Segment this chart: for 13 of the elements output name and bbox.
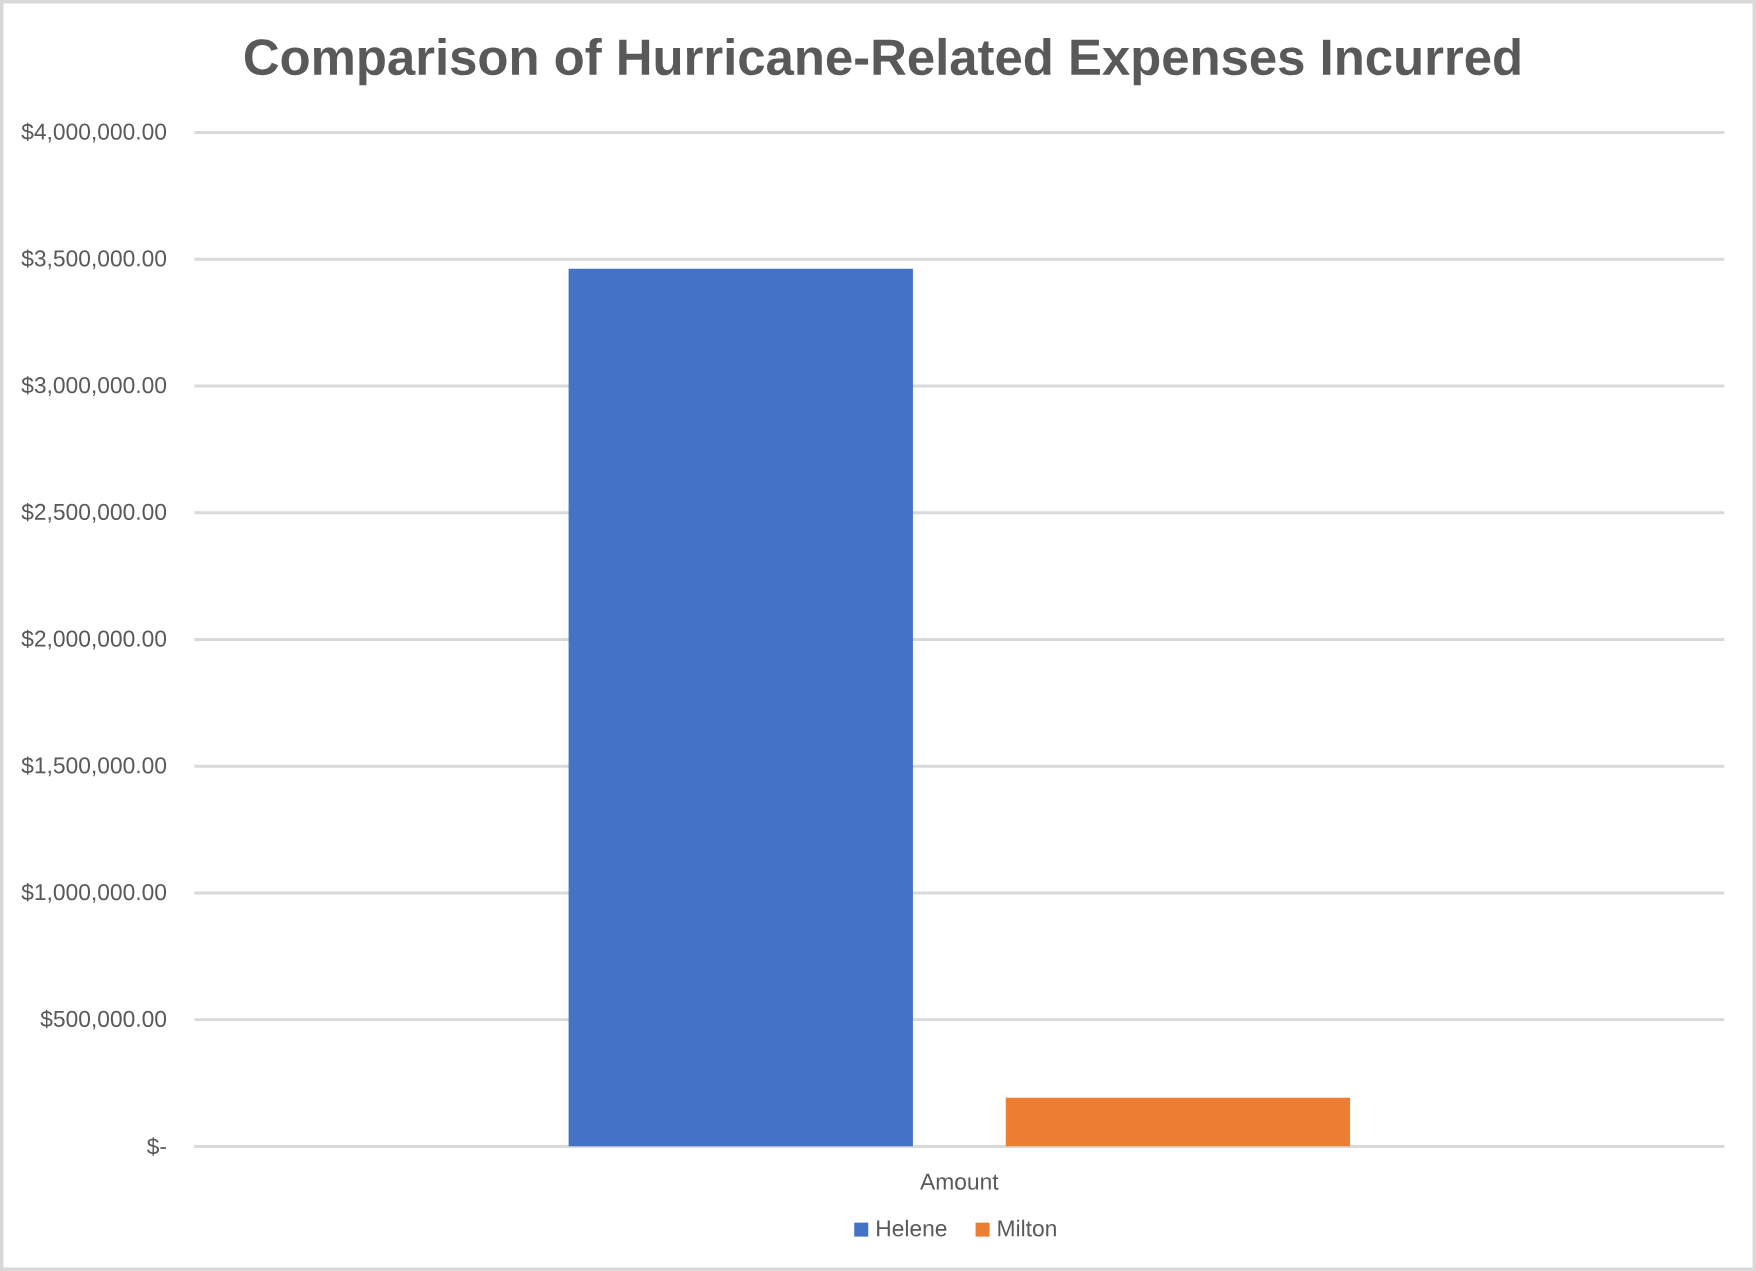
chart-title: Comparison of Hurricane-Related Expenses Incurred — [244, 37, 1520, 86]
legend-label: Helene — [877, 1219, 947, 1237]
legend-label: Milton — [998, 1219, 1056, 1237]
y-tick-label: $2,000,000.00 — [21, 629, 167, 650]
y-tick-label: $1,500,000.00 — [21, 756, 167, 777]
y-tick-label: $500,000.00 — [40, 1009, 167, 1030]
y-tick-label: $3,000,000.00 — [21, 376, 167, 396]
y-tick-label: $- — [146, 1137, 166, 1156]
y-tick-label: $2,500,000.00 — [21, 502, 167, 523]
x-tick-label: Amount — [920, 1173, 999, 1190]
y-tick-label: $4,000,000.00 — [21, 122, 167, 143]
y-tick-label: $3,500,000.00 — [21, 249, 167, 270]
y-tick-label: $1,000,000.00 — [21, 883, 167, 903]
